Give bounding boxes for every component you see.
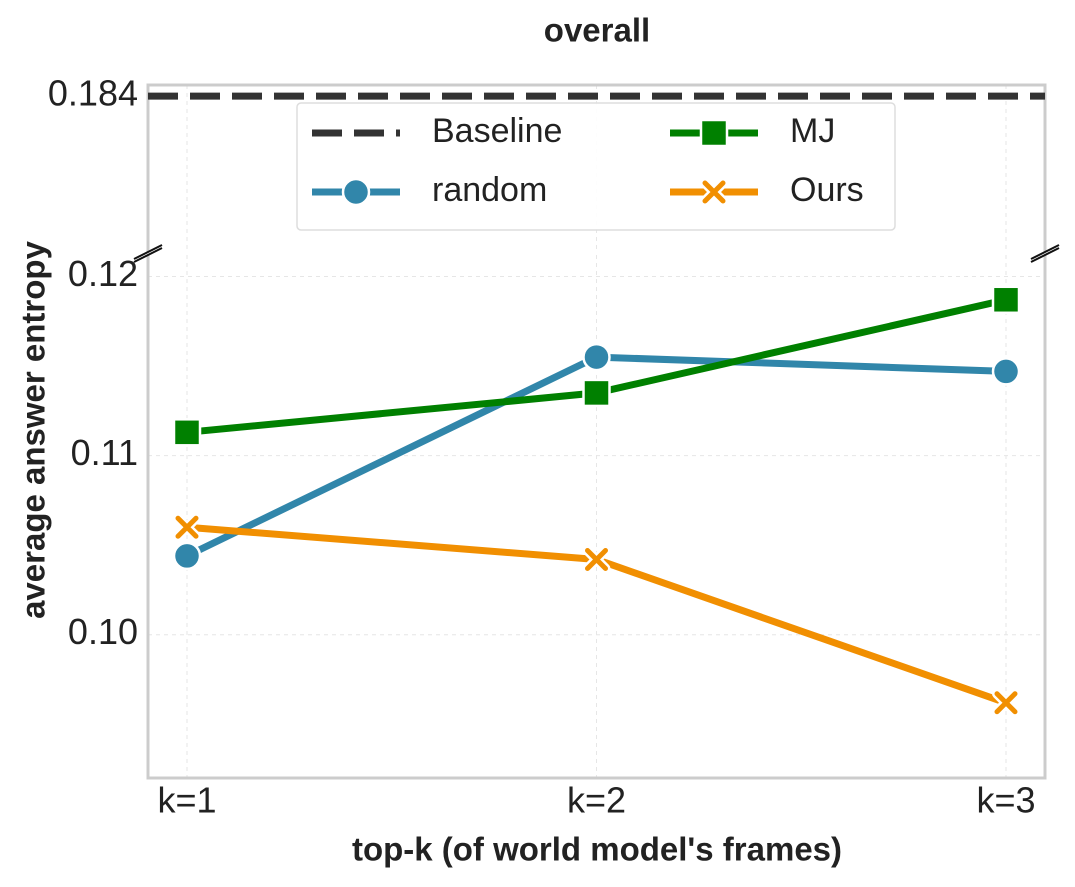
y-axis-label: average answer entropy xyxy=(15,240,52,618)
chart-title: overall xyxy=(544,12,650,49)
x-tick-label: k=3 xyxy=(976,780,1035,821)
series-marker xyxy=(175,515,199,539)
y-tick-label: 0.11 xyxy=(71,432,138,473)
legend-label: random xyxy=(432,171,547,209)
y-tick-label: 0.10 xyxy=(68,611,138,652)
x-tick-label: k=1 xyxy=(157,780,216,821)
legend-label: Baseline xyxy=(432,112,562,150)
x-tick-label: k=2 xyxy=(567,780,626,821)
legend-label: Ours xyxy=(790,171,864,209)
series-marker xyxy=(172,541,202,571)
series-marker xyxy=(991,285,1021,315)
legend-marker xyxy=(699,118,729,148)
series-marker xyxy=(172,418,202,447)
series-marker xyxy=(582,342,611,372)
y-tick-label: 0.184 xyxy=(48,73,138,114)
axis-break xyxy=(133,244,163,260)
legend-marker xyxy=(702,180,726,204)
series-marker xyxy=(585,547,608,571)
legend-marker xyxy=(341,177,371,207)
axis-break xyxy=(1030,247,1060,263)
axis-break xyxy=(133,247,163,263)
series-marker xyxy=(994,691,1018,715)
axis-break xyxy=(1030,244,1060,260)
series-marker xyxy=(582,378,611,408)
series-marker xyxy=(991,357,1021,386)
y-tick-label: 0.12 xyxy=(68,253,138,294)
axes-frame xyxy=(146,255,1047,780)
legend-label: MJ xyxy=(790,112,835,150)
axes-frame xyxy=(146,83,1047,252)
x-axis-label: top-k (of world model's frames) xyxy=(352,831,842,868)
